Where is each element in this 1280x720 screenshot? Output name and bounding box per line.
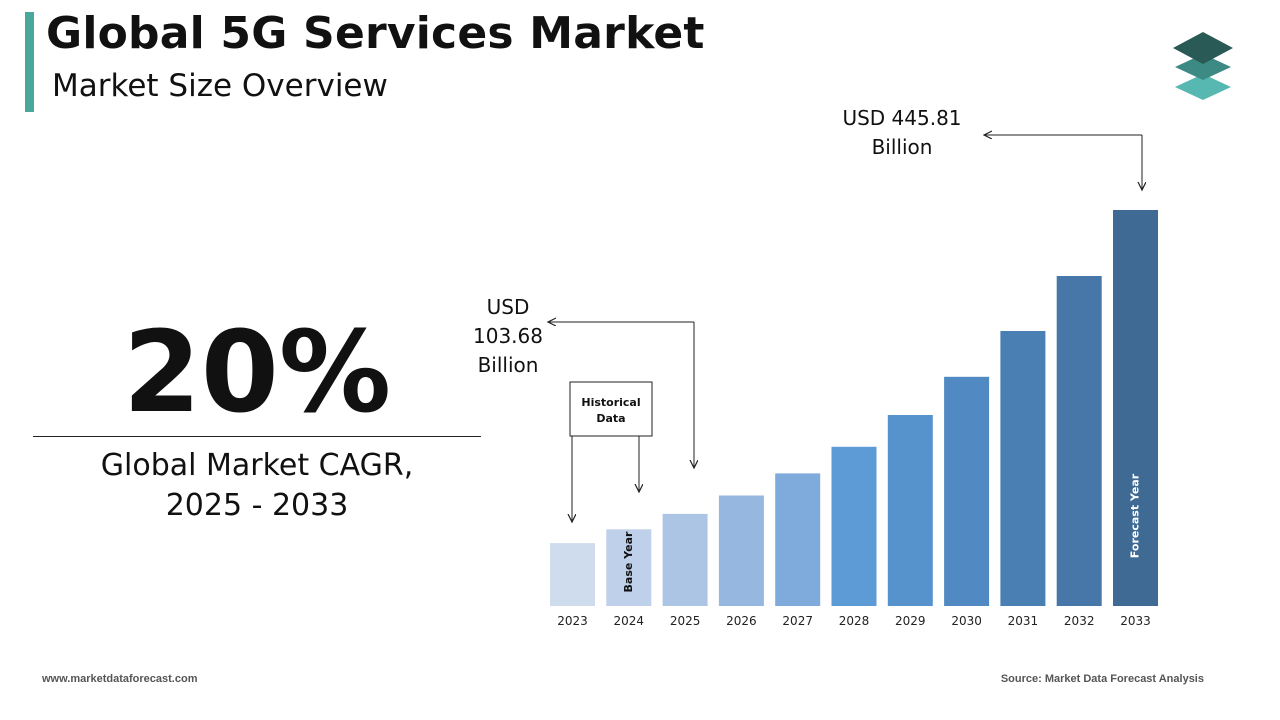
cagr-label-line2: 2025 - 2033 xyxy=(165,488,349,523)
historical-data-line1: Historical xyxy=(581,396,640,409)
x-tick-2023: 2023 xyxy=(557,614,588,628)
x-tick-2031: 2031 xyxy=(1008,614,1039,628)
page-title: Global 5G Services Market xyxy=(46,8,705,59)
bar-2025 xyxy=(662,513,708,606)
historical-data-line2: Data xyxy=(596,412,625,425)
bar-2031 xyxy=(1000,331,1046,606)
brand-logo-icon xyxy=(1173,32,1233,100)
cagr-divider xyxy=(33,436,481,437)
historical-data-frame xyxy=(569,381,653,437)
x-tick-2033: 2033 xyxy=(1120,614,1151,628)
historical-data-box: Historical Data xyxy=(569,381,653,522)
title-accent-bar xyxy=(25,12,34,112)
x-tick-2030: 2030 xyxy=(951,614,982,628)
bar-2028 xyxy=(831,446,877,606)
cagr-label: Global Market CAGR, 2025 - 2033 xyxy=(33,446,481,526)
x-tick-2028: 2028 xyxy=(839,614,870,628)
x-tick-2024: 2024 xyxy=(614,614,645,628)
bar-2029 xyxy=(887,415,933,606)
page-subtitle: Market Size Overview xyxy=(52,68,388,104)
callout-2025: USD 103.68 Billion xyxy=(473,295,694,468)
callout-2033-line2: Billion xyxy=(872,135,933,159)
x-tick-2032: 2032 xyxy=(1064,614,1095,628)
bar-2026 xyxy=(718,495,764,606)
bar-label-2033: Forecast Year xyxy=(1129,473,1142,558)
callout-2033: USD 445.81 Billion xyxy=(842,106,1142,190)
x-tick-2026: 2026 xyxy=(726,614,757,628)
callout-2033-line1: USD 445.81 xyxy=(842,106,961,130)
bar-2023 xyxy=(550,543,595,606)
bar-label-2024: Base Year xyxy=(622,531,635,592)
x-tick-2027: 2027 xyxy=(782,614,813,628)
x-tick-2025: 2025 xyxy=(670,614,701,628)
bar-2027 xyxy=(775,473,821,606)
bar-2032 xyxy=(1056,276,1102,606)
bar-2030 xyxy=(944,376,990,606)
bar-2024 xyxy=(606,529,652,606)
footer-website: www.marketdataforecast.com xyxy=(42,673,198,685)
cagr-label-line1: Global Market CAGR, xyxy=(100,448,414,483)
callout-2025-line3: Billion xyxy=(478,353,539,377)
cagr-value: 20% xyxy=(122,308,392,438)
footer-source: Source: Market Data Forecast Analysis xyxy=(1000,673,1204,685)
callout-2025-line2: 103.68 xyxy=(473,324,543,348)
x-tick-2029: 2029 xyxy=(895,614,926,628)
bar-2033 xyxy=(1113,210,1158,606)
callout-2025-line1: USD xyxy=(487,295,530,319)
